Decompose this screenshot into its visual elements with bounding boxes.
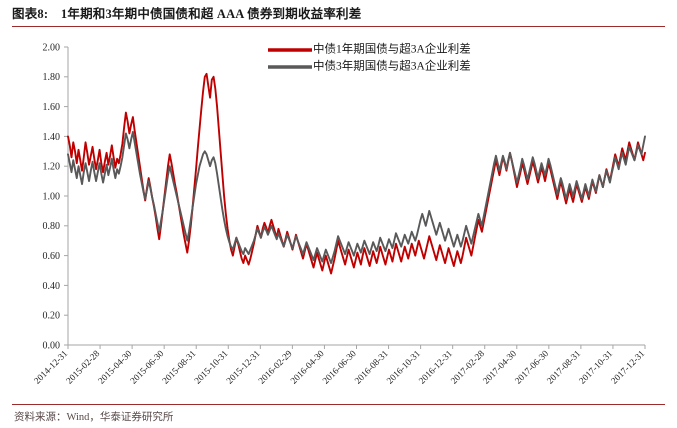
x-tick-label: 2015-04-30 [96,348,134,386]
legend-label-1: 中债1年期国债与超3A企业利差 [313,42,471,56]
series-group [67,72,646,275]
x-tick-label: 2015-02-28 [64,348,102,386]
line-chart-svg: 0.00 0.20 0.40 0.60 0.80 1.00 1.20 1.40 1.60 1.80… [32,42,647,386]
page-title: 图表8: 1年期和3年期中债国债和超 AAA 债券到期收益率利差 [12,7,362,21]
x-tick-label: 2016-02-29 [256,348,294,386]
x-tick-label: 2015-10-31 [192,348,230,386]
legend-label-2: 中债3年期国债与超3A企业利差 [313,59,471,73]
y-tick-label: 0.20 [43,311,61,322]
y-tick-label: 1.40 [43,132,61,143]
x-tick-label: 2015-08-31 [160,348,198,386]
y-tick-label: 0.00 [43,340,61,351]
x-tick-label: 2015-12-31 [224,348,262,386]
header-divider [12,26,665,27]
x-tick-label: 2017-10-31 [577,348,615,386]
x-tick-label: 2017-08-31 [545,348,583,386]
y-tick-label: 1.20 [43,162,61,173]
y-tick-label: 2.00 [43,42,61,53]
x-tick-label: 2015-06-30 [128,348,166,386]
x-tick-label: 2016-12-31 [417,348,455,386]
x-tick-label: 2017-02-28 [449,348,487,386]
y-tick-label: 0.40 [43,281,61,292]
footer-divider [12,404,665,405]
x-axis-ticks: 2014-12-312015-02-282015-04-302015-06-30… [32,345,647,386]
y-tick-label: 0.80 [43,221,61,232]
y-tick-label: 0.60 [43,251,61,262]
x-tick-label: 2016-08-31 [353,348,391,386]
series-line-2 [67,130,646,265]
y-tick-label: 1.80 [43,72,61,83]
x-tick-label: 2017-04-30 [481,348,519,386]
x-tick-label: 2016-04-30 [288,348,326,386]
figure-header: 图表8: 1年期和3年期中债国债和超 AAA 债券到期收益率利差 [12,6,665,28]
y-tick-label: 1.00 [43,191,61,202]
x-tick-label: 2016-10-31 [385,348,423,386]
x-tick-label: 2014-12-31 [32,348,70,386]
x-tick-label: 2017-06-30 [513,348,551,386]
x-tick-label: 2016-06-30 [321,348,359,386]
x-tick-label: 2017-12-31 [609,348,647,386]
y-axis-ticks: 0.00 0.20 0.40 0.60 0.80 1.00 1.20 1.40 1.60 1.80… [43,42,68,351]
y-tick-label: 1.60 [43,102,61,113]
source-note: 资料来源：Wind，华泰证券研究所 [14,412,174,423]
plot-area: 0.00 0.20 0.40 0.60 0.80 1.00 1.20 1.40 1.60 1.80… [0,32,677,402]
